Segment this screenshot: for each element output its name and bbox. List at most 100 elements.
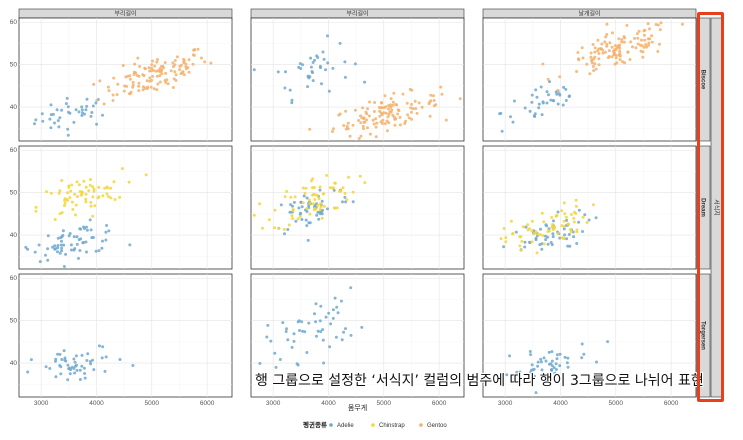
scatter-point bbox=[575, 70, 579, 73]
y-tick-label: 40 bbox=[10, 104, 18, 111]
scatter-point bbox=[362, 127, 365, 131]
scatter-point bbox=[562, 227, 566, 231]
scatter-point bbox=[593, 50, 597, 54]
scatter-point bbox=[546, 242, 550, 246]
scatter-point bbox=[547, 350, 551, 354]
scatter-point bbox=[536, 360, 540, 364]
scatter-point bbox=[428, 114, 432, 118]
scatter-point bbox=[54, 357, 58, 361]
scatter-point bbox=[89, 114, 93, 118]
scatter-point bbox=[382, 106, 386, 110]
scatter-point bbox=[345, 198, 349, 202]
scatter-point bbox=[292, 200, 296, 204]
scatter-point bbox=[308, 75, 312, 79]
scatter-point bbox=[279, 203, 283, 207]
scatter-point bbox=[388, 103, 392, 107]
scatter-point bbox=[533, 115, 537, 118]
scatter-point bbox=[65, 96, 69, 100]
scatter-point bbox=[612, 52, 616, 56]
scatter-point bbox=[91, 214, 95, 218]
legend-label: Gentoo bbox=[427, 423, 447, 429]
scatter-point bbox=[290, 345, 294, 349]
scatter-point bbox=[410, 117, 414, 121]
row-group-title: 서식지 bbox=[713, 199, 721, 216]
scatter-point bbox=[60, 249, 64, 253]
scatter-point bbox=[84, 185, 88, 189]
scatter-point bbox=[121, 64, 125, 67]
scatter-point bbox=[131, 83, 135, 87]
scatter-point bbox=[58, 352, 62, 356]
scatter-point bbox=[72, 120, 76, 124]
scatter-point bbox=[66, 198, 69, 202]
scatter-point bbox=[181, 70, 185, 74]
column-strip-label: 부리길이 bbox=[114, 9, 136, 17]
scatter-point bbox=[552, 226, 556, 230]
scatter-point bbox=[283, 232, 286, 236]
scatter-point bbox=[89, 228, 93, 232]
scatter-point bbox=[69, 243, 73, 247]
facet-panel bbox=[18, 273, 233, 398]
scatter-point bbox=[298, 62, 302, 66]
scatter-point bbox=[530, 368, 533, 372]
scatter-point bbox=[359, 121, 363, 125]
scatter-point bbox=[548, 377, 552, 381]
legend-label: Adelie bbox=[337, 423, 354, 429]
scatter-point bbox=[636, 36, 640, 40]
scatter-point bbox=[656, 23, 660, 27]
scatter-point bbox=[357, 137, 361, 140]
scatter-point bbox=[322, 192, 326, 196]
scatter-point bbox=[288, 210, 292, 214]
scatter-point bbox=[56, 236, 60, 240]
scatter-point bbox=[348, 134, 352, 138]
scatter-point bbox=[351, 200, 355, 204]
scatter-point bbox=[537, 102, 541, 106]
scatter-point bbox=[577, 220, 581, 224]
scatter-point bbox=[89, 200, 93, 204]
scatter-point bbox=[540, 211, 544, 215]
scatter-point bbox=[60, 108, 64, 112]
scatter-point bbox=[305, 351, 309, 354]
scatter-point bbox=[165, 78, 169, 82]
scatter-point bbox=[72, 367, 76, 370]
scatter-point bbox=[63, 356, 67, 360]
scatter-point bbox=[316, 329, 320, 333]
scatter-point bbox=[300, 320, 304, 324]
scatter-point bbox=[276, 70, 280, 74]
scatter-point bbox=[545, 90, 549, 94]
scatter-point bbox=[73, 360, 77, 364]
scatter-point bbox=[429, 93, 433, 97]
scatter-point bbox=[89, 204, 93, 208]
scatter-point bbox=[645, 45, 649, 49]
scatter-point bbox=[64, 252, 68, 256]
scatter-point bbox=[556, 231, 560, 235]
scatter-point bbox=[315, 213, 319, 217]
scatter-point bbox=[149, 85, 153, 89]
scatter-point bbox=[398, 123, 402, 127]
scatter-point bbox=[349, 286, 353, 290]
scatter-point bbox=[338, 41, 342, 45]
scatter-point bbox=[375, 121, 379, 125]
scatter-point bbox=[61, 229, 65, 233]
scatter-point bbox=[523, 106, 527, 110]
scatter-point bbox=[537, 106, 541, 110]
scatter-point bbox=[397, 109, 401, 113]
scatter-point bbox=[566, 244, 570, 248]
scatter-point bbox=[92, 82, 96, 86]
scatter-point bbox=[551, 223, 555, 226]
scatter-point bbox=[568, 94, 571, 98]
scatter-point bbox=[351, 123, 355, 127]
scatter-point bbox=[542, 220, 546, 224]
scatter-point bbox=[647, 41, 651, 45]
scatter-point bbox=[414, 107, 418, 111]
scatter-point bbox=[288, 88, 292, 92]
scatter-point bbox=[328, 186, 332, 190]
scatter-point bbox=[286, 338, 290, 342]
scatter-point bbox=[83, 372, 87, 375]
scatter-point bbox=[569, 213, 573, 216]
scatter-point bbox=[335, 206, 339, 210]
scatter-point bbox=[556, 89, 560, 93]
scatter-point bbox=[325, 173, 329, 177]
scatter-point bbox=[528, 350, 532, 353]
scatter-point bbox=[527, 376, 531, 380]
scatter-point bbox=[343, 191, 347, 195]
